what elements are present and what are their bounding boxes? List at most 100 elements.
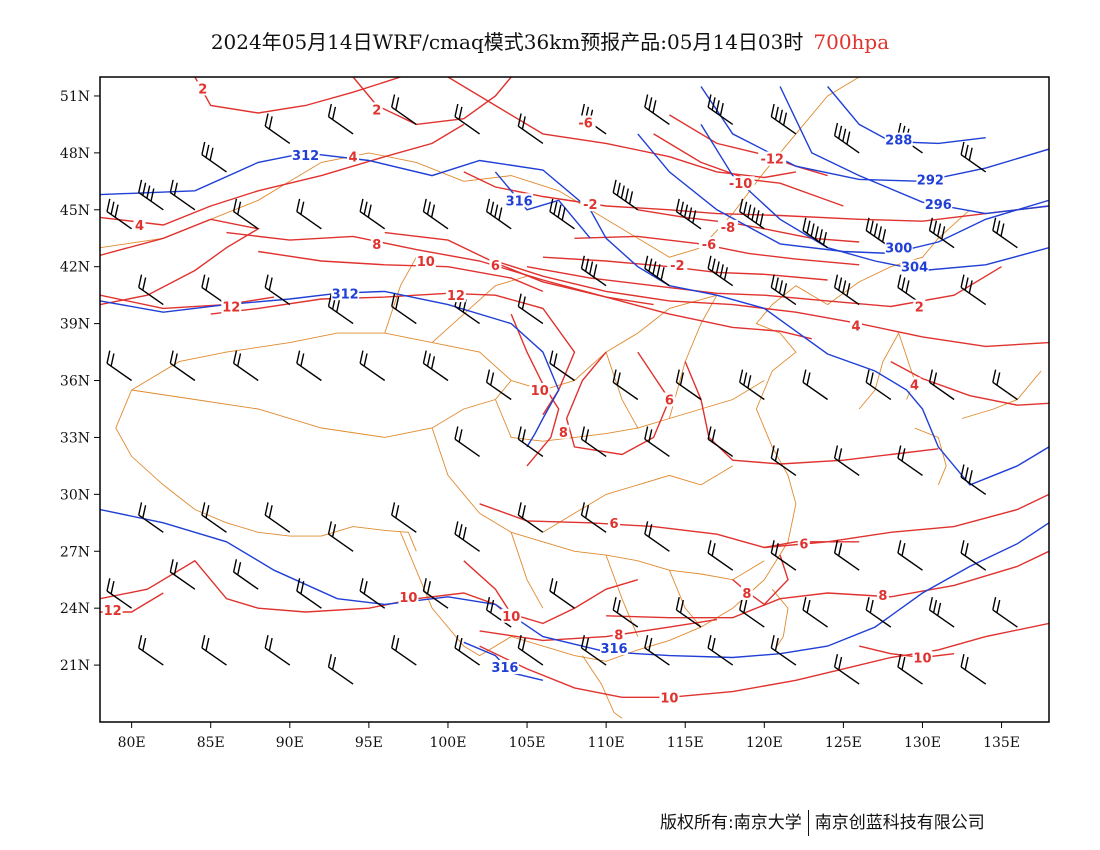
wind-barb [232,559,259,590]
wind-barb [644,94,670,125]
lon-tick-label: 120E [746,735,783,751]
temperature-contour-label-bg [659,690,680,705]
wind-barb [865,369,892,401]
height-contour [494,171,591,239]
height-contour [779,86,1049,215]
temperature-contour-label: -2 [670,259,684,274]
province-boundary [131,380,512,438]
lat-tick-label: 24N [60,601,90,617]
wind-barb [106,350,133,382]
wind-barb [897,540,923,571]
height-contour-label: 296 [925,198,952,213]
wind-barb [485,597,512,628]
wind-barb [960,274,987,306]
temperature-contour-label-bg [398,589,419,604]
wind-barb [865,597,892,628]
temperature-contour-label-bg [698,236,719,251]
height-contour-label-bg [924,197,953,212]
wind-barb [517,426,544,457]
temperature-contour-label: 2 [372,103,381,118]
copyright-company: 南京创蓝科技有限公司 [814,813,985,833]
temperature-contour-label-bg [445,288,466,303]
temperature-contour-label-bg [102,603,123,618]
wind-barb [391,293,417,325]
temperature-contour-label: -10 [729,177,753,192]
wind-barb [833,445,860,476]
temperature-contour-label-bg [608,515,621,530]
province-boundary [582,655,623,719]
temperature-contour-label: 2 [915,301,924,316]
wind-barb [739,597,765,628]
wind-barb [992,217,1018,249]
lon-tick-label: 110E [588,735,625,751]
wind-barb [707,540,734,571]
height-contour-label: 304 [901,261,928,276]
lon-tick-label: 95E [355,735,383,751]
temperature-contour-label-bg [850,318,863,333]
wind-barb [201,141,227,173]
temperature-contour-label: -2 [583,198,597,213]
wind-barb [739,198,765,230]
temperature-contour [100,559,512,619]
title-pressure-level: 700hpa [813,30,890,54]
temperature-contour-label: 8 [559,426,568,441]
wind-barb [802,597,829,628]
temperature-contour [479,622,1049,698]
temperature-contour-label-bg [221,299,242,314]
wind-barb [802,217,829,249]
wind-barb [833,654,860,685]
map-frame [99,76,1050,723]
wind-barb [612,597,639,628]
temperature-contour-label-bg [876,587,889,602]
province-boundary [494,380,765,442]
temperature-contour [479,618,718,642]
province-boundary [431,275,528,343]
temperature-contour-label: 8 [878,589,887,604]
wind-barb [675,198,702,230]
lat-tick-label: 42N [60,260,90,276]
temperature-contour [100,294,275,310]
temperature-contour-label: -6 [578,117,592,132]
temperature-contour-label: 4 [135,219,144,234]
wind-barb [644,635,670,666]
temperature-contour-label: 4 [852,320,861,335]
lon-tick-label: 90E [276,735,304,751]
temperature-contour-label-bg [913,299,926,314]
wind-barb [992,597,1018,628]
wind-barb [833,540,860,571]
wind-barb [770,635,797,666]
height-contour-label: 288 [885,134,912,149]
wind-barb [327,103,354,135]
province-boundary [131,332,512,391]
wind-barb [770,445,797,476]
wind-barb [675,597,702,628]
temperature-contour-label-bg [557,424,570,439]
height-contour-label: 312 [292,149,319,164]
wind-barb [485,198,512,230]
lat-tick-label: 39N [60,317,90,333]
height-contour-label-bg [505,193,534,208]
wind-barb [960,654,987,685]
height-contour-label: 316 [506,194,533,209]
temperature-contour [574,235,860,266]
temperature-contour-label-bg [501,608,522,623]
height-contour-layer [100,86,1049,681]
lon-tick-label: 85E [197,735,225,751]
height-contour-label-bg [331,286,360,301]
wind-barb [960,464,987,495]
wind-barb [897,654,923,685]
province-boundary [463,77,860,258]
wind-barb [580,502,607,533]
wind-barb [928,597,955,628]
wind-barb [264,502,291,533]
wind-barb [612,179,639,211]
wind-barb [454,521,481,552]
wind-barb [960,141,987,173]
wind-barb [359,578,386,609]
temperature-contour-label: 12 [104,604,122,619]
wind-barb [327,521,354,552]
wind-barb [549,198,575,230]
wind-barb [138,274,164,306]
temperature-contour-label: 10 [531,384,549,399]
wind-barb [770,540,797,571]
